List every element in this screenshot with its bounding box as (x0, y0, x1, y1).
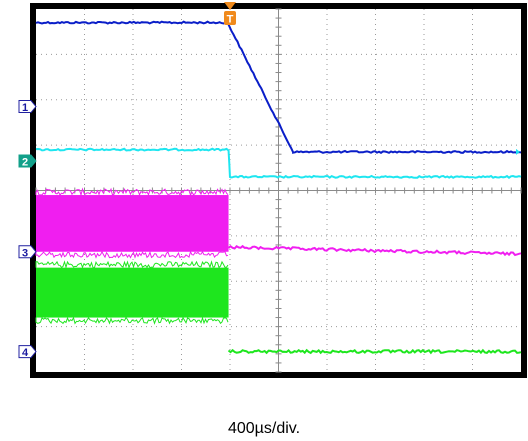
trace-envelope-ch3 (36, 195, 229, 252)
trace-envelope-top-ch4 (35, 260, 229, 270)
trace-ch1 (35, 20, 522, 154)
traces (35, 20, 522, 355)
trace-ch3 (227, 244, 522, 257)
channel-marker-2: 2 (18, 154, 37, 169)
channel-marker-label: 3 (22, 247, 28, 259)
trace-ch2 (35, 147, 522, 179)
trace-envelope-bottom-ch4 (35, 316, 229, 325)
trigger-box (224, 11, 236, 25)
channel-marker-label: 2 (22, 157, 28, 169)
channel-marker-shape (18, 154, 37, 168)
oscilloscope-chart: 1 2 3 4 T (18, 2, 527, 378)
trigger-arrow (224, 2, 236, 10)
trace-envelope-ch4 (36, 267, 229, 318)
channel-marker-shape (18, 100, 37, 114)
x-scale-label: 400µs/div. (227, 420, 301, 437)
right-level-arrow (516, 148, 520, 155)
channel-marker-shape (18, 345, 37, 359)
trigger-marker: T (224, 2, 236, 26)
trigger-label: T (227, 14, 234, 26)
trace-envelope-bottom-ch3 (35, 250, 229, 259)
channel-marker-shape (18, 245, 37, 259)
trace-ch4 (227, 348, 522, 355)
trace-envelope-top-ch3 (35, 187, 229, 197)
channel-marker-4: 4 (18, 345, 37, 359)
channel-markers: 1 2 3 4 (18, 100, 520, 359)
channel-marker-3: 3 (18, 245, 37, 259)
channel-marker-label: 1 (22, 102, 28, 114)
channel-marker-1: 1 (18, 100, 37, 114)
channel-marker-label: 4 (22, 347, 29, 359)
